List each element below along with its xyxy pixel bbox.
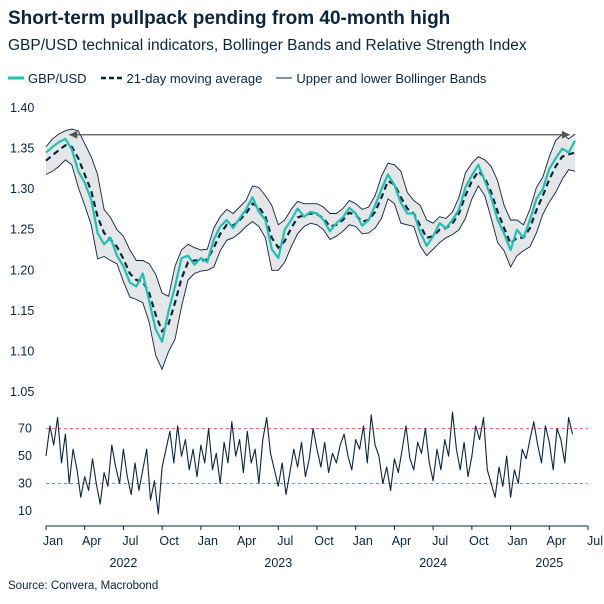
x-tick-label: Oct	[469, 534, 489, 548]
legend-swatch-thin-line	[276, 77, 293, 79]
x-axis: Jan Apr Jul Oct Jan Apr Jul Oct Jan Apr Jul Oct Jan A…	[43, 525, 603, 570]
x-tick-label: Jan	[43, 534, 63, 548]
price-y-tick-label: 1.15	[10, 304, 34, 318]
price-y-tick-label: 1.30	[10, 182, 34, 196]
chart-title: Short-term pullpack pending from 40-mont…	[8, 8, 451, 29]
chart-subtitle: GBP/USD technical indicators, Bollinger …	[8, 37, 527, 54]
x-tick-label: Jan	[198, 534, 218, 548]
x-tick-label: Apr	[392, 534, 411, 548]
moving-average-line	[45, 144, 576, 334]
rsi-y-tick-label: 30	[18, 477, 32, 491]
legend-swatch-teal-line	[8, 76, 24, 80]
annotation-arrowhead-right	[561, 130, 570, 139]
x-tick-label: Jan	[353, 534, 373, 548]
x-tick-label: Jul	[587, 534, 603, 548]
x-year-label: 2023	[264, 556, 292, 570]
legend-item-ma: 21-day moving average	[100, 70, 263, 86]
price-y-tick-label: 1.05	[10, 385, 34, 399]
legend-swatch-dashed-line	[100, 76, 123, 80]
annotation-arrowhead-left	[69, 130, 78, 139]
legend-label-ma: 21-day moving average	[126, 70, 263, 86]
x-tick-label: Jul	[432, 534, 448, 548]
price-y-tick-label: 1.25	[10, 223, 34, 237]
lower-bollinger-band-line	[45, 159, 576, 371]
x-tick-label: Oct	[159, 534, 179, 548]
rsi-panel: 70 50 30 10	[18, 411, 588, 518]
rsi-line	[45, 411, 574, 515]
x-year-label: 2025	[535, 556, 563, 570]
price-y-tick-label: 1.35	[10, 142, 34, 156]
legend-label-gbpusd: GBP/USD	[28, 70, 87, 86]
price-y-tick-label: 1.10	[10, 344, 34, 358]
x-year-label: 2022	[110, 556, 138, 570]
price-y-tick-label: 1.20	[10, 263, 34, 277]
x-tick-label: Jan	[507, 534, 527, 548]
rsi-y-tick-label: 50	[18, 449, 32, 463]
chart-legend: GBP/USD 21-day moving average Upper and …	[8, 69, 500, 87]
upper-bollinger-band-line	[45, 128, 576, 297]
rsi-y-tick-label: 70	[18, 422, 32, 436]
rsi-y-tick-label: 10	[18, 504, 32, 518]
x-tick-label: Oct	[314, 534, 334, 548]
x-tick-label: Apr	[237, 534, 256, 548]
legend-item-gbpusd: GBP/USD	[8, 71, 87, 86]
price-y-tick-label: 1.40	[10, 101, 34, 115]
legend-item-bands: Upper and lower Bollinger Bands	[276, 71, 486, 86]
x-year-label: 2024	[419, 556, 447, 570]
x-tick-label: Apr	[82, 534, 101, 548]
x-tick-label: Jul	[122, 534, 138, 548]
price-panel: 1.40 1.35 1.30 1.25 1.20 1.15 1.10 1.05	[10, 101, 577, 399]
x-tick-label: Apr	[547, 534, 566, 548]
gbpusd-line	[45, 137, 577, 343]
legend-label-bands: Upper and lower Bollinger Bands	[296, 70, 487, 86]
x-tick-label: Jul	[277, 534, 293, 548]
source-note: Source: Convera, Macrobond	[8, 580, 159, 592]
bollinger-band-fill	[46, 129, 576, 370]
